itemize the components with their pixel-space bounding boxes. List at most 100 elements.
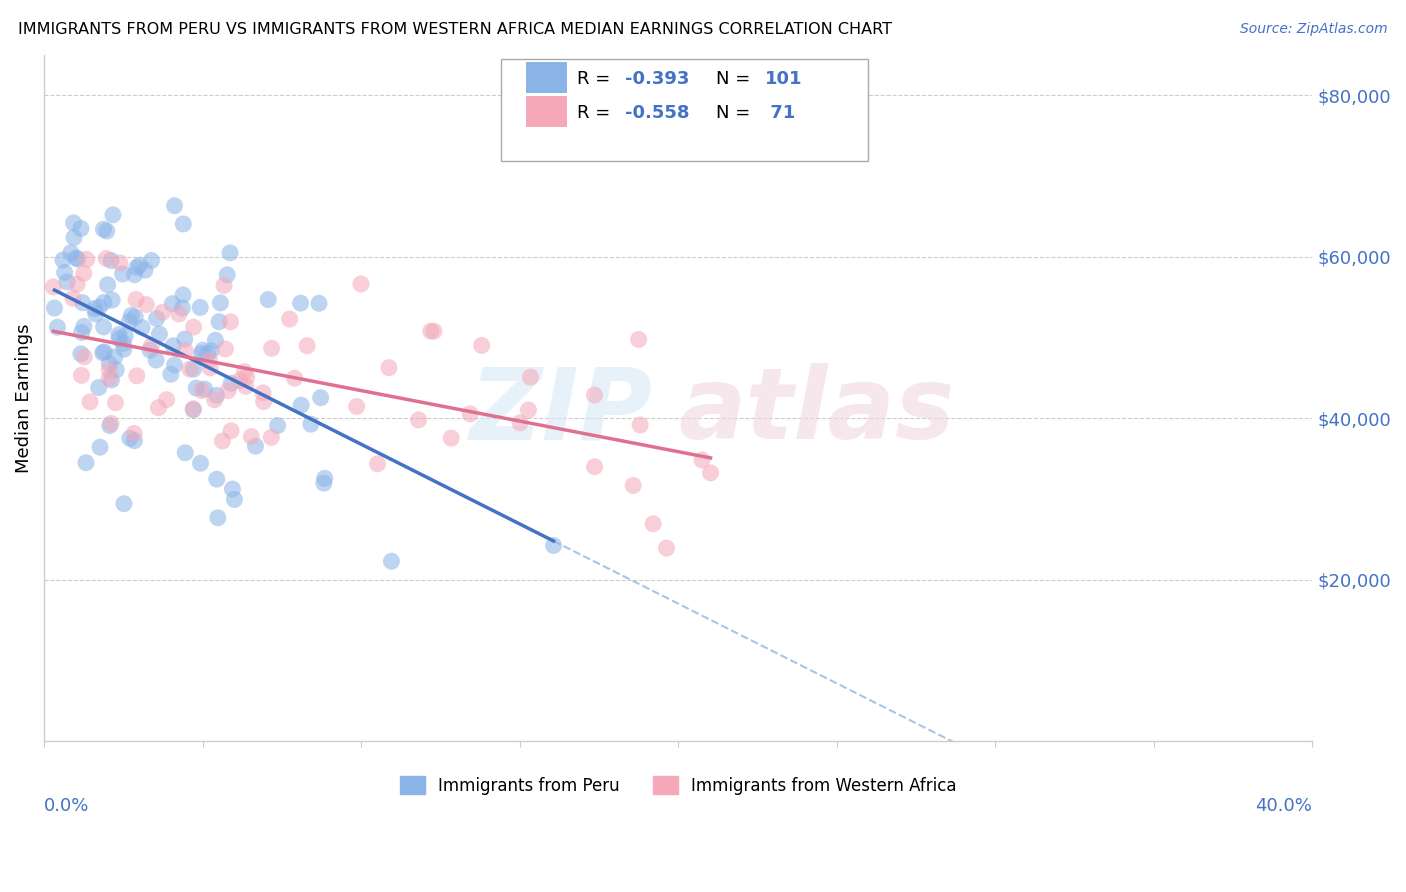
Point [380, 554, 402, 568]
Point [105, 363, 128, 377]
Point [173, 332, 195, 346]
Point [509, 416, 531, 430]
Point [209, 296, 232, 310]
Point [70, 368, 93, 383]
Point [59, 245, 82, 260]
Point [124, 310, 146, 324]
Point [163, 199, 186, 213]
Point [160, 368, 183, 382]
Point [111, 267, 134, 281]
Point [235, 379, 257, 393]
Point [104, 350, 127, 364]
Point [63, 230, 86, 244]
Point [257, 293, 280, 307]
Point [309, 391, 332, 405]
Point [290, 296, 312, 310]
Point [366, 457, 388, 471]
Point [152, 305, 174, 319]
Point [621, 478, 644, 492]
Point [517, 403, 540, 417]
Point [212, 278, 235, 293]
Point [167, 307, 190, 321]
Point [200, 360, 222, 375]
Point [583, 459, 606, 474]
Point [98, 363, 121, 377]
Point [145, 311, 167, 326]
Point [135, 297, 157, 311]
Point [83, 301, 105, 316]
Point [191, 343, 214, 358]
Point [162, 339, 184, 353]
Point [627, 333, 650, 347]
Point [204, 334, 226, 348]
Point [190, 346, 212, 360]
Point [228, 374, 250, 388]
Point [423, 324, 446, 338]
Legend: Immigrants from Peru, Immigrants from Western Africa: Immigrants from Peru, Immigrants from We… [394, 770, 963, 801]
Point [76, 252, 98, 267]
Point [125, 260, 148, 275]
Point [122, 426, 145, 441]
Point [134, 263, 156, 277]
Text: R =: R = [576, 70, 616, 88]
Point [46, 320, 69, 334]
FancyBboxPatch shape [526, 96, 567, 128]
Text: N =: N = [716, 70, 756, 88]
Point [124, 268, 146, 282]
Point [100, 253, 122, 268]
Point [44, 301, 66, 315]
Point [131, 320, 153, 334]
Point [205, 388, 228, 402]
Point [519, 370, 541, 384]
Point [91, 345, 114, 359]
Point [219, 315, 242, 329]
Point [118, 431, 141, 445]
Point [62, 216, 84, 230]
Text: 0.0%: 0.0% [44, 797, 90, 814]
Point [148, 401, 170, 415]
Point [214, 342, 236, 356]
Point [172, 217, 194, 231]
Point [655, 541, 678, 556]
Point [96, 252, 118, 266]
Text: 40.0%: 40.0% [1256, 797, 1312, 814]
Point [266, 418, 288, 433]
Point [346, 400, 368, 414]
Point [543, 539, 565, 553]
Point [114, 328, 136, 343]
Point [70, 326, 93, 340]
Point [183, 362, 205, 376]
Point [141, 253, 163, 268]
Point [89, 440, 111, 454]
Point [699, 466, 721, 480]
Point [108, 332, 131, 346]
Point [628, 417, 651, 432]
Text: atlas: atlas [678, 363, 955, 460]
Point [181, 401, 204, 416]
Point [52, 252, 75, 267]
Point [70, 347, 93, 361]
Text: IMMIGRANTS FROM PERU VS IMMIGRANTS FROM WESTERN AFRICA MEDIAN EARNINGS CORRELATI: IMMIGRANTS FROM PERU VS IMMIGRANTS FROM … [18, 22, 893, 37]
Point [93, 320, 115, 334]
Point [124, 434, 146, 448]
Point [198, 352, 221, 367]
Point [174, 343, 197, 358]
Point [299, 417, 322, 431]
Point [98, 371, 121, 385]
Point [211, 434, 233, 448]
Point [295, 339, 318, 353]
Text: -0.393: -0.393 [626, 70, 689, 88]
Text: 71: 71 [765, 104, 796, 122]
Text: -0.558: -0.558 [626, 104, 689, 122]
Point [240, 429, 263, 443]
Point [96, 224, 118, 238]
Point [440, 431, 463, 445]
Point [66, 252, 89, 266]
Point [183, 320, 205, 334]
Point [221, 482, 243, 496]
Point [219, 424, 242, 438]
Point [194, 382, 217, 396]
Point [190, 456, 212, 470]
Point [181, 402, 204, 417]
Point [278, 312, 301, 326]
